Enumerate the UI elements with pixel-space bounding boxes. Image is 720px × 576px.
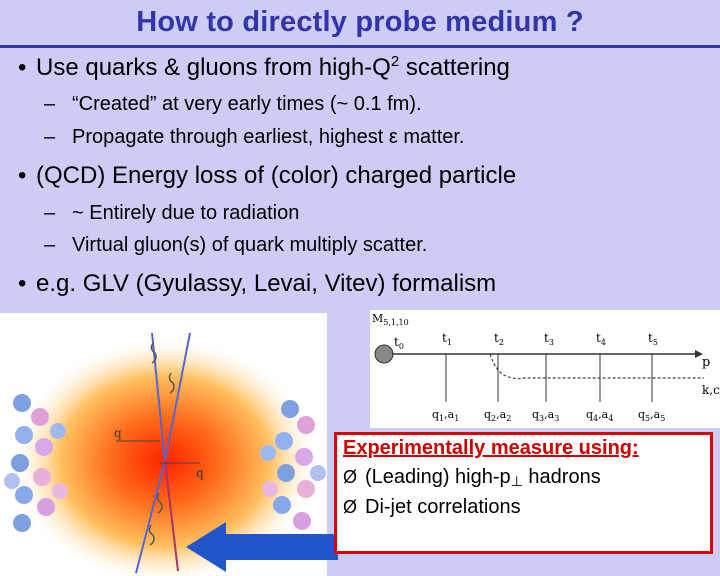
dash-glyph: – [44, 234, 56, 256]
arrow-bullet-icon: Ø [343, 467, 358, 487]
dash-glyph: – [44, 202, 56, 224]
measure-heading: Experimentally measure using: [343, 437, 639, 459]
m-label: M [372, 312, 383, 325]
collision-figure: q q [0, 313, 327, 576]
bullet-1-text-end: scattering [399, 54, 510, 81]
bullet-1-sub-2: – Propagate through earliest, highest ε m… [44, 126, 464, 149]
svg-text:q5,a5: q5,a5 [638, 408, 665, 423]
kc-label: k,c [702, 383, 720, 397]
svg-text:t1: t1 [442, 331, 452, 347]
bullet-2-sub-1: – ~ Entirely due to radiation [44, 202, 299, 225]
bullet-3: • e.g. GLV (Gyulassy, Levai, Vitev) forma… [18, 270, 496, 298]
svg-text:q2,a2: q2,a2 [484, 408, 511, 423]
measure-box: Experimentally measure using: Ø (Leading)… [334, 432, 713, 554]
jet-up [151, 332, 166, 462]
pointer-arrow [186, 522, 338, 572]
m-sub: 5,1,10 [383, 318, 408, 327]
bullet-3-text: e.g. GLV (Gyulassy, Levai, Vitev) formal… [36, 270, 497, 297]
exchange-labels: q1,a1 q2,a2 q3,a3 q4,a4 q5,a5 [432, 408, 665, 423]
bullet-1-sub-2-text: Propagate through earliest, highest ε ma… [72, 126, 465, 148]
measure-item-1: Ø (Leading) high-p⊥ hadrons [343, 466, 710, 490]
title-underline [0, 45, 720, 48]
bullet-1-text: Use quarks & gluons from high-Q [36, 54, 391, 81]
time-labels: t0 t1 t2 t3 t4 t5 [394, 331, 658, 351]
bullet-glyph: • [18, 270, 27, 297]
glv-diagram: M5,1,10 p k,c t0 t1 t2 t3 t4 t5 q1,a1 q2… [370, 310, 720, 428]
bullet-1-sub-1-text: “Created” at very early times (~ 0.1 fm)… [72, 93, 422, 115]
perp-sub: ⊥ [510, 473, 523, 489]
right-nucleus [260, 400, 326, 530]
gluon-line [489, 353, 704, 380]
bullet-1-sub-1: – “Created” at very early times (~ 0.1 fm… [44, 93, 422, 116]
slide-title: How to directly probe medium ? [136, 6, 584, 38]
svg-text:q3,a3: q3,a3 [532, 408, 559, 423]
q-label-1: q [114, 426, 122, 440]
measure-item-1-text: (Leading) high-p [365, 466, 511, 488]
exchange-lines [445, 354, 653, 402]
svg-text:t4: t4 [596, 331, 606, 347]
bullet-glyph: • [18, 54, 27, 81]
measure-item-2-text: Di-jet correlations [365, 496, 521, 518]
bullet-glyph: • [18, 162, 27, 189]
svg-text:t0: t0 [394, 335, 404, 351]
bullet-2-sub-2: – Virtual gluon(s) of quark multiply scat… [44, 234, 427, 257]
bullet-1: • Use quarks & gluons from high-Q2 scatte… [18, 53, 510, 82]
source-blob [374, 344, 394, 364]
svg-text:q4,a4: q4,a4 [586, 408, 613, 423]
measure-item-1-end: hadrons [522, 466, 601, 488]
svg-text:t5: t5 [648, 331, 658, 347]
bullet-2-sub-1-text: ~ Entirely due to radiation [72, 202, 300, 224]
jet-down [135, 460, 166, 574]
dash-glyph: – [44, 93, 56, 115]
bullet-1-sup: 2 [390, 53, 400, 70]
p-label: p [702, 355, 710, 370]
bullet-2-sub-2-text: Virtual gluon(s) of quark multiply scatt… [72, 234, 428, 256]
left-nucleus [4, 394, 68, 532]
svg-text:M5,1,10: M5,1,10 [372, 312, 409, 327]
dash-glyph: – [44, 126, 56, 148]
q-label-2: q [196, 466, 204, 480]
jet-up-2 [164, 332, 191, 462]
svg-text:t3: t3 [544, 331, 554, 347]
arrow-bullet-icon: Ø [343, 497, 358, 517]
svg-text:t2: t2 [494, 331, 504, 347]
glv-svg: M5,1,10 p k,c t0 t1 t2 t3 t4 t5 q1,a1 q2… [372, 312, 720, 423]
jet-down-2 [164, 460, 179, 572]
bullet-2: • (QCD) Energy loss of (color) charged pa… [18, 162, 516, 190]
bullet-2-text: (QCD) Energy loss of (color) charged par… [36, 162, 517, 189]
collision-svg: q q [4, 332, 326, 576]
svg-text:q1,a1: q1,a1 [432, 408, 459, 423]
measure-item-2: Ø Di-jet correlations [343, 496, 710, 519]
